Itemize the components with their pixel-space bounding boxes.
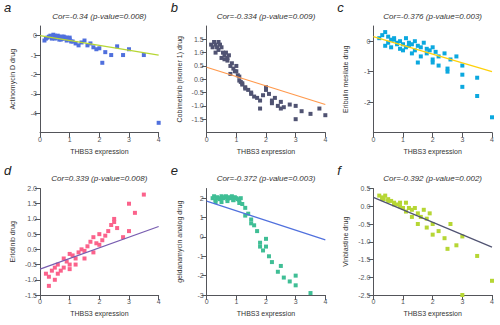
svg-text:-0.5: -0.5: [192, 89, 204, 96]
svg-text:2: 2: [264, 136, 268, 143]
svg-text:-1.5: -1.5: [358, 256, 370, 263]
svg-text:-1.5: -1.5: [25, 292, 37, 299]
svg-text:1: 1: [234, 136, 238, 143]
svg-text:2: 2: [264, 298, 268, 305]
svg-text:-1: -1: [364, 68, 370, 75]
svg-text:-1: -1: [197, 253, 203, 260]
svg-text:-2: -2: [197, 272, 203, 279]
svg-text:3: 3: [127, 136, 131, 143]
svg-text:-0.5: -0.5: [25, 261, 37, 268]
svg-text:4: 4: [490, 298, 494, 305]
svg-text:0: 0: [205, 298, 209, 305]
svg-text:-2: -2: [31, 71, 37, 78]
svg-text:0: 0: [200, 233, 204, 240]
svg-text:0.0: 0.0: [361, 203, 371, 210]
svg-text:1: 1: [401, 136, 405, 143]
svg-text:Cor=-0.34 (p-value=0.008): Cor=-0.34 (p-value=0.008): [52, 12, 147, 21]
svg-text:3: 3: [460, 298, 464, 305]
svg-text:0: 0: [366, 38, 370, 45]
svg-text:4: 4: [323, 136, 327, 143]
svg-text:Cor=-0.372 (p-value=0.003): Cor=-0.372 (p-value=0.003): [217, 174, 316, 183]
svg-text:2: 2: [97, 298, 101, 305]
svg-text:1: 1: [234, 298, 238, 305]
svg-text:-2.0: -2.0: [358, 274, 370, 281]
svg-text:1: 1: [68, 298, 72, 305]
svg-text:e: e: [171, 163, 178, 178]
svg-text:0: 0: [38, 298, 42, 305]
svg-text:0: 0: [33, 32, 37, 39]
svg-text:Erlotinib drug: Erlotinib drug: [9, 221, 17, 262]
svg-text:2: 2: [431, 136, 435, 143]
svg-text:-1: -1: [31, 52, 37, 59]
svg-text:1.5: 1.5: [194, 36, 204, 43]
svg-text:f: f: [337, 163, 342, 178]
svg-text:-2: -2: [364, 99, 370, 106]
svg-text:2.0: 2.0: [27, 185, 37, 192]
svg-text:3: 3: [294, 136, 298, 143]
svg-text:THBS3 expression: THBS3 expression: [70, 310, 128, 318]
svg-text:4: 4: [157, 298, 161, 305]
svg-text:4: 4: [490, 136, 494, 143]
svg-text:b: b: [171, 0, 178, 15]
svg-text:-1.0: -1.0: [358, 238, 370, 245]
svg-text:d: d: [4, 163, 12, 178]
svg-text:THBS3 expression: THBS3 expression: [403, 148, 461, 156]
svg-text:c: c: [337, 0, 344, 15]
svg-text:4: 4: [323, 298, 327, 305]
svg-text:0: 0: [371, 298, 375, 305]
svg-text:1.0: 1.0: [27, 215, 37, 222]
svg-text:a: a: [4, 0, 11, 15]
svg-text:0: 0: [371, 136, 375, 143]
svg-text:-1.0: -1.0: [192, 102, 204, 109]
svg-text:0: 0: [205, 136, 209, 143]
svg-text:Cor=0.339 (p-value=0.008): Cor=0.339 (p-value=0.008): [51, 174, 147, 183]
svg-text:-2.5: -2.5: [358, 292, 370, 299]
svg-text:geldanamycin analog drug: geldanamycin analog drug: [176, 201, 184, 283]
svg-text:1: 1: [200, 214, 204, 221]
svg-text:-3: -3: [31, 90, 37, 97]
svg-text:0.5: 0.5: [361, 185, 371, 192]
svg-text:THBS3 expression: THBS3 expression: [403, 310, 461, 318]
svg-text:THBS3 expression: THBS3 expression: [237, 148, 295, 156]
svg-text:2: 2: [200, 195, 204, 202]
svg-text:2: 2: [97, 136, 101, 143]
svg-text:4: 4: [157, 136, 161, 143]
svg-text:Cor=-0.334 (p-value=0.009): Cor=-0.334 (p-value=0.009): [217, 12, 316, 21]
svg-text:1: 1: [401, 298, 405, 305]
svg-text:1.0: 1.0: [194, 49, 204, 56]
svg-text:-1.5: -1.5: [192, 116, 204, 123]
svg-text:Actinomycin D drug: Actinomycin D drug: [9, 49, 17, 110]
svg-text:Cobimetinib (isomer 1) drug: Cobimetinib (isomer 1) drug: [176, 36, 184, 122]
svg-text:Vinblastine drug: Vinblastine drug: [342, 217, 350, 267]
svg-text:1.5: 1.5: [27, 200, 37, 207]
svg-text:3: 3: [460, 136, 464, 143]
svg-text:0: 0: [38, 136, 42, 143]
svg-text:Cor=-0.392 (p-value=0.002): Cor=-0.392 (p-value=0.002): [383, 174, 482, 183]
svg-text:-1.0: -1.0: [25, 276, 37, 283]
svg-text:1: 1: [68, 136, 72, 143]
svg-text:THBS3 expression: THBS3 expression: [237, 310, 295, 318]
svg-text:0.0: 0.0: [194, 76, 204, 83]
svg-text:2: 2: [431, 298, 435, 305]
svg-text:THBS3 expression: THBS3 expression: [70, 148, 128, 156]
svg-text:-3: -3: [197, 292, 203, 299]
svg-text:-0.5: -0.5: [358, 221, 370, 228]
svg-text:3: 3: [294, 298, 298, 305]
svg-text:Cor=-0.376 (p-value=0.003): Cor=-0.376 (p-value=0.003): [383, 12, 482, 21]
svg-text:3: 3: [127, 298, 131, 305]
svg-text:0.0: 0.0: [27, 246, 37, 253]
svg-text:-4: -4: [31, 110, 37, 117]
svg-text:Eribulin mesilate drug: Eribulin mesilate drug: [342, 45, 350, 112]
svg-text:0.5: 0.5: [194, 62, 204, 69]
svg-text:0.5: 0.5: [27, 231, 37, 238]
